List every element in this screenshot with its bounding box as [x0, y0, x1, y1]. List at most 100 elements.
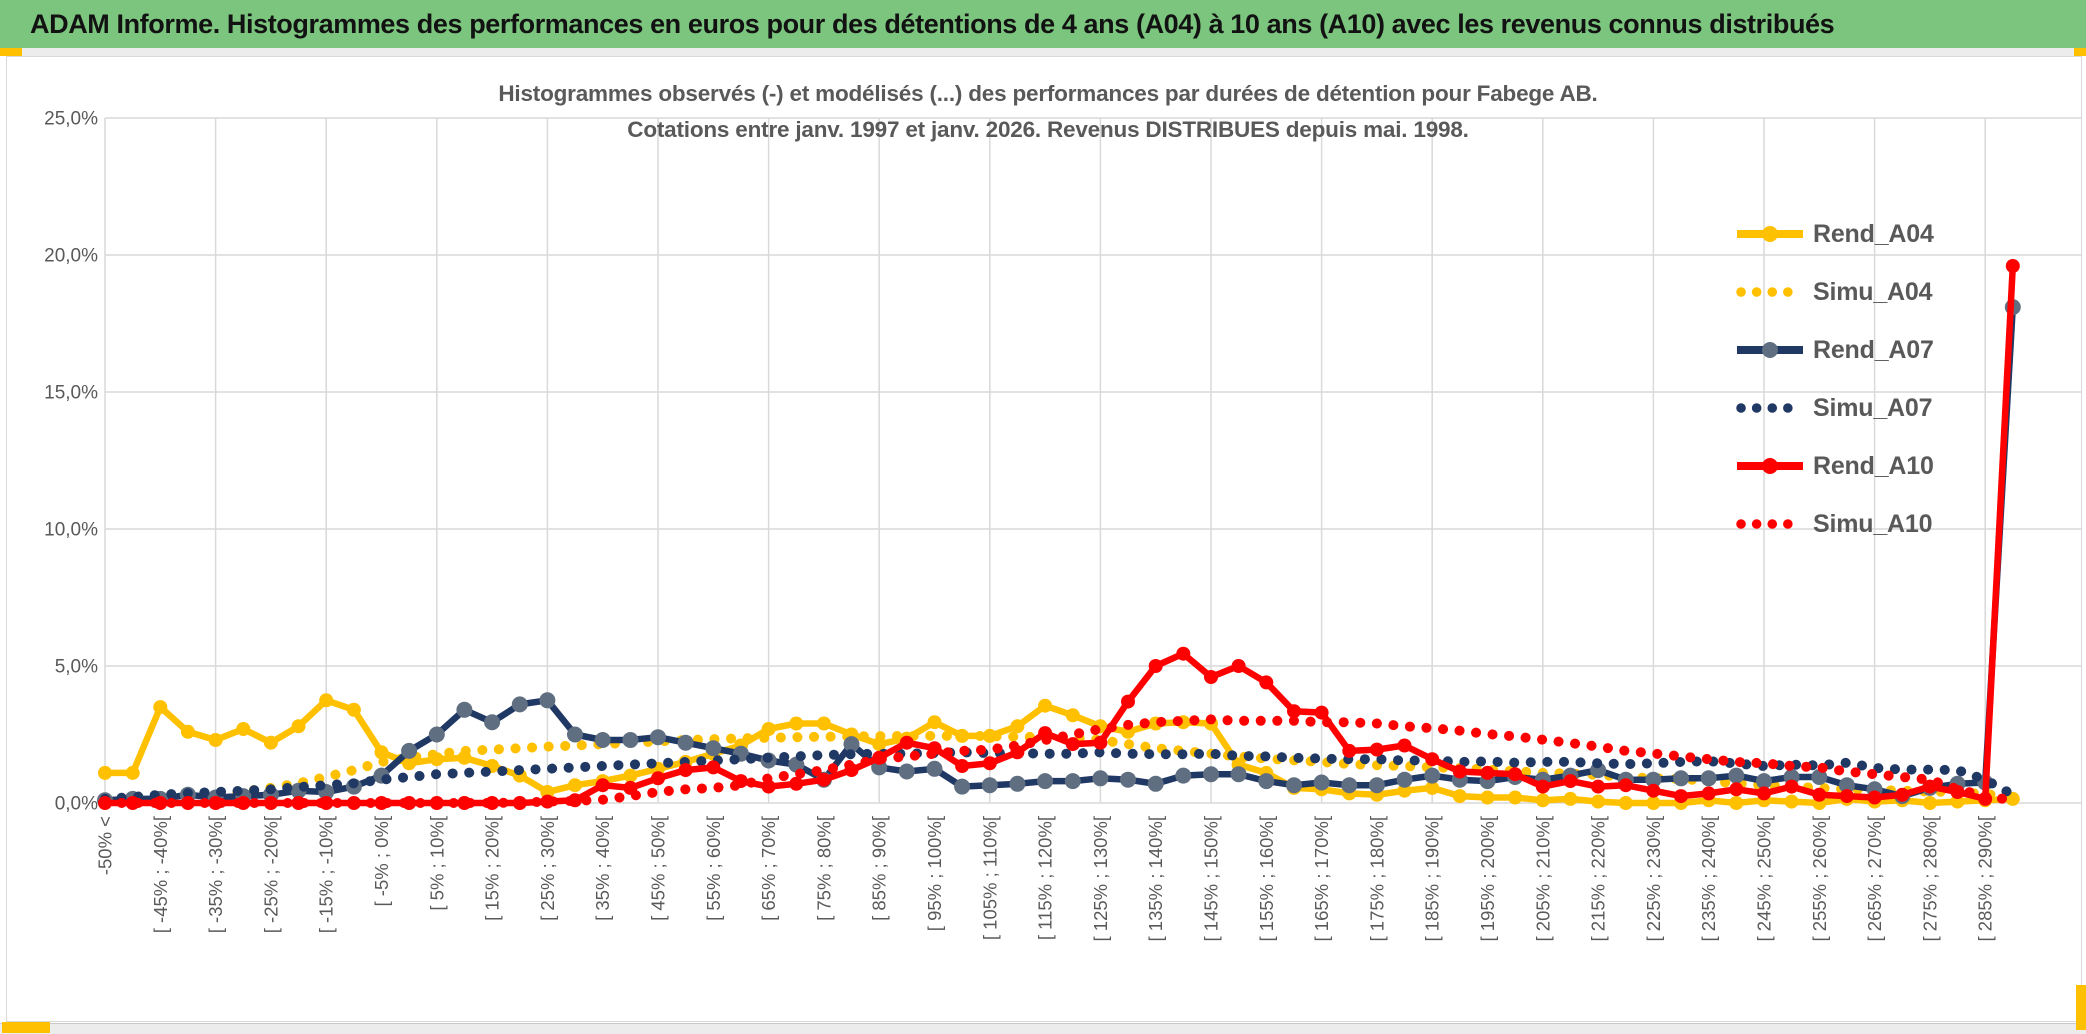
marker-Rend_A07 — [1838, 777, 1855, 794]
marker-Rend_A07 — [1009, 775, 1026, 792]
marker-Rend_A07 — [1424, 767, 1441, 784]
legend-item-simu-a07: Simu_A07 — [1735, 379, 2065, 437]
marker-Rend_A07 — [677, 734, 694, 751]
y-axis-tick-label: 0,0% — [55, 794, 98, 815]
legend-item-simu-a04: Simu_A04 — [1735, 263, 2065, 321]
marker-Rend_A10 — [899, 735, 914, 750]
marker-Rend_A07 — [1756, 773, 1772, 790]
x-axis-tick-label: -50% < — [95, 816, 116, 875]
marker-Rend_A07 — [539, 692, 556, 709]
marker-Rend_A07 — [511, 696, 528, 713]
y-axis-tick-label: 10,0% — [44, 520, 98, 541]
legend-swatch-dotted-gold-icon — [1736, 287, 1805, 297]
marker-Rend_A07 — [1258, 773, 1275, 790]
marker-Rend_A10 — [2005, 259, 2020, 273]
x-axis-tick-label: [ 5% ; 10%[ — [426, 816, 447, 911]
marker-Rend_A07 — [1728, 767, 1745, 784]
x-axis-tick-label: [ 35% ; 40%[ — [592, 816, 613, 921]
marker-Rend_A10 — [1065, 737, 1080, 752]
marker-Rend_A10 — [706, 760, 721, 775]
legend-swatch-dotted-red-icon — [1736, 519, 1805, 529]
marker-Rend_A10 — [1618, 778, 1633, 793]
marker-Rend_A07 — [1396, 771, 1413, 788]
series-Rend_A10 — [105, 265, 2017, 807]
marker-Rend_A04 — [1065, 708, 1080, 723]
marker-Rend_A10 — [1259, 675, 1274, 690]
accent-corner-top-left — [0, 48, 22, 56]
marker-Rend_A07 — [898, 763, 915, 780]
marker-Rend_A04 — [1397, 783, 1412, 798]
marker-Rend_A07 — [456, 701, 473, 718]
marker-Rend_A04 — [346, 702, 361, 717]
x-axis-tick-label: [ 255% ; 260%[ — [1809, 816, 1830, 941]
x-axis-tick-label: [ 105% ; 110%[ — [979, 816, 1000, 940]
marker-Rend_A04 — [98, 765, 112, 780]
marker-Rend_A04 — [1563, 791, 1578, 806]
x-axis-tick-label: [ 265% ; 270%[ — [1864, 816, 1885, 941]
marker-Rend_A07 — [1147, 775, 1164, 792]
marker-Rend_A04 — [1480, 790, 1495, 805]
marker-Rend_A04 — [1784, 794, 1799, 809]
marker-Rend_A10 — [678, 763, 693, 778]
x-axis-tick-label: [ 165% ; 170%[ — [1311, 816, 1332, 941]
marker-Rend_A10 — [789, 776, 804, 791]
marker-Rend_A10 — [595, 778, 610, 793]
marker-Rend_A04 — [374, 745, 389, 760]
series-Rend_A07 — [104, 306, 2017, 804]
x-axis-tick-label: [ 65% ; 70%[ — [758, 816, 779, 921]
marker-Rend_A07 — [622, 732, 639, 748]
marker-Rend_A10 — [1425, 752, 1440, 767]
x-axis-tick-label: [ 235% ; 240%[ — [1698, 816, 1719, 941]
marker-Rend_A10 — [982, 756, 997, 771]
legend: Rend_A04 Simu_A04 Rend_A07 Simu_A07 Rend… — [1735, 205, 2065, 553]
marker-Rend_A10 — [1701, 786, 1716, 801]
marker-Rend_A07 — [1368, 777, 1385, 794]
marker-Rend_A04 — [1591, 794, 1606, 809]
marker-Rend_A04 — [927, 715, 942, 730]
marker-Rend_A10 — [1674, 789, 1688, 804]
legend-label: Simu_A04 — [1813, 277, 1933, 306]
marker-Rend_A10 — [1148, 659, 1163, 673]
marker-Rend_A10 — [816, 772, 831, 787]
accent-corner-bottom-left — [2, 1022, 50, 1033]
chart-title: Histogrammes observés (-) et modélisés (… — [248, 76, 1848, 148]
marker-Rend_A07 — [954, 778, 971, 795]
legend-label: Rend_A10 — [1813, 451, 1934, 480]
x-axis-tick-label: [ 135% ; 140%[ — [1145, 816, 1166, 941]
marker-Rend_A07 — [1175, 767, 1192, 784]
marker-Rend_A10 — [1314, 705, 1329, 720]
x-axis-tick-label: [ 155% ; 160%[ — [1256, 816, 1277, 941]
marker-Rend_A10 — [1508, 767, 1523, 782]
marker-Rend_A04 — [1010, 719, 1025, 734]
x-axis-tick-label: [ -5% ; 0%[ — [371, 816, 392, 906]
marker-Rend_A07 — [1700, 770, 1717, 787]
marker-Rend_A07 — [1037, 773, 1054, 790]
marker-Rend_A07 — [1341, 777, 1358, 794]
marker-Rend_A04 — [1452, 789, 1467, 804]
header-title: ADAM Informe. Histogrammes des performan… — [30, 8, 1835, 39]
marker-Rend_A04 — [1038, 698, 1053, 713]
legend-swatch-solid-gold-icon — [1737, 226, 1803, 242]
x-axis-tick-label: [ -45% ; -40%[ — [150, 816, 171, 933]
y-axis-tick-label: 20,0% — [44, 246, 98, 267]
header-banner: ADAM Informe. Histogrammes des performan… — [0, 0, 2086, 48]
legend-item-rend-a10: Rend_A10 — [1735, 437, 2065, 495]
legend-label: Rend_A04 — [1813, 219, 1934, 248]
x-axis-tick-label: [ 175% ; 180%[ — [1366, 816, 1387, 941]
x-axis-tick-label: [ 145% ; 150%[ — [1201, 816, 1222, 941]
x-axis-tick-label: [ 25% ; 30%[ — [537, 816, 558, 921]
marker-Rend_A04 — [1425, 780, 1440, 795]
marker-Rend_A07 — [567, 726, 583, 743]
legend-swatch-solid-red-icon — [1737, 458, 1803, 474]
marker-Rend_A10 — [1342, 743, 1357, 758]
x-axis-tick-label: [ 15% ; 20%[ — [482, 816, 503, 921]
y-axis-tick-label: 15,0% — [44, 383, 98, 404]
marker-Rend_A07 — [926, 760, 943, 777]
marker-Rend_A04 — [291, 719, 306, 734]
x-axis-tick-label: [ 285% ; 290%[ — [1975, 816, 1996, 941]
marker-Rend_A04 — [1729, 796, 1744, 810]
series-Rend_A04 — [105, 697, 2013, 807]
marker-Rend_A10 — [955, 759, 970, 773]
marker-Rend_A07 — [428, 726, 445, 743]
